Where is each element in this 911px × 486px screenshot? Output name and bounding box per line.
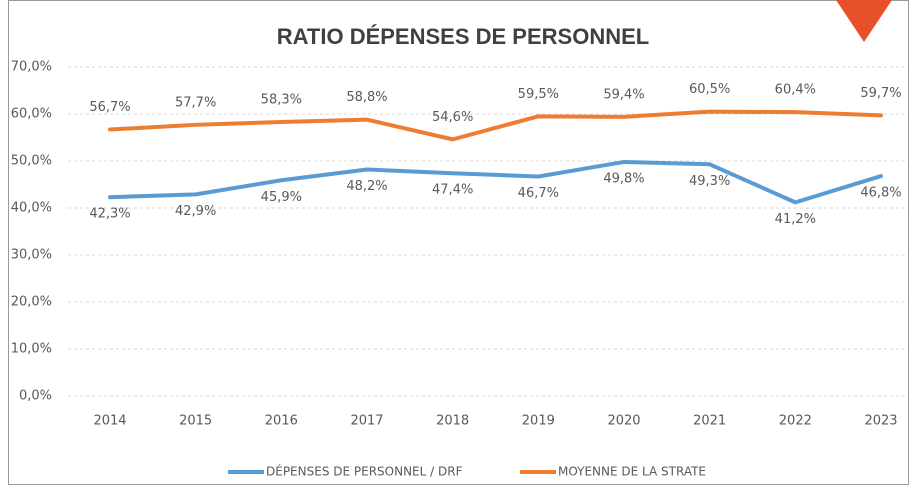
- legend-label: DÉPENSES DE PERSONNEL / DRF: [266, 464, 463, 479]
- data-label: 49,8%: [603, 171, 644, 186]
- x-tick-label: 2014: [93, 414, 126, 429]
- x-tick-label: 2019: [522, 414, 555, 429]
- x-tick-label: 2018: [436, 414, 469, 429]
- data-label: 58,3%: [261, 92, 302, 107]
- data-label: 59,7%: [860, 86, 901, 101]
- data-label: 57,7%: [175, 95, 216, 110]
- frame: [8, 0, 909, 485]
- data-label: 46,8%: [860, 186, 901, 201]
- data-label: 59,4%: [603, 87, 644, 102]
- series-line: [108, 159, 883, 205]
- data-label: 47,4%: [432, 183, 473, 198]
- y-tick-label: 70,0%: [11, 60, 52, 75]
- x-tick-label: 2022: [779, 414, 812, 429]
- y-tick-label: 50,0%: [11, 154, 52, 169]
- data-label: 54,6%: [432, 110, 473, 125]
- corner-marker: [836, 0, 892, 42]
- chart-title: RATIO DÉPENSES DE PERSONNEL: [277, 24, 649, 49]
- data-label: 48,2%: [346, 179, 387, 194]
- x-tick-label: 2023: [864, 414, 897, 429]
- data-label: 42,9%: [175, 204, 216, 219]
- data-label: 46,7%: [518, 186, 559, 201]
- data-label: 41,2%: [775, 212, 816, 227]
- y-tick-label: 40,0%: [11, 201, 52, 216]
- y-tick-label: 30,0%: [11, 248, 52, 263]
- series-line: [108, 109, 883, 142]
- y-tick-label: 0,0%: [19, 389, 52, 404]
- x-tick-label: 2017: [350, 414, 383, 429]
- data-label: 45,9%: [261, 190, 302, 205]
- data-label: 58,8%: [346, 90, 387, 105]
- y-tick-label: 60,0%: [11, 107, 52, 122]
- y-tick-label: 20,0%: [11, 295, 52, 310]
- x-tick-label: 2015: [179, 414, 212, 429]
- legend-label: MOYENNE DE LA STRATE: [558, 465, 706, 479]
- x-tick-label: 2020: [607, 414, 640, 429]
- data-label: 60,4%: [775, 83, 816, 98]
- x-tick-label: 2021: [693, 414, 726, 429]
- x-tick-label: 2016: [265, 414, 298, 429]
- data-label: 49,3%: [689, 174, 730, 189]
- data-label: 56,7%: [89, 100, 130, 115]
- y-tick-label: 10,0%: [11, 342, 52, 357]
- data-label: 42,3%: [89, 207, 130, 222]
- data-label: 59,5%: [518, 87, 559, 102]
- data-label: 60,5%: [689, 82, 730, 97]
